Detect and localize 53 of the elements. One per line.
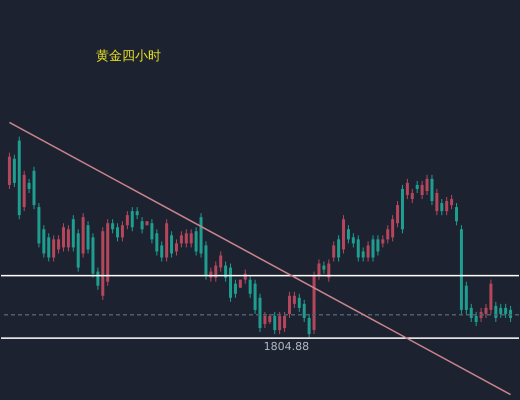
candlestick	[346, 224, 350, 244]
candlestick	[426, 174, 429, 196]
candlestick	[62, 222, 65, 252]
candlestick	[386, 224, 390, 244]
candlestick	[194, 226, 198, 256]
candlestick	[308, 313, 311, 339]
candlestick	[396, 200, 400, 228]
candlestick	[406, 178, 409, 200]
candlestick	[263, 311, 266, 329]
candlestick	[450, 194, 454, 210]
candlestick	[337, 234, 340, 262]
candlestick	[120, 220, 124, 242]
candlestick	[66, 224, 70, 252]
candlestick	[430, 174, 434, 206]
candlestick	[292, 291, 296, 308]
candlestick	[332, 240, 336, 262]
candlestick	[174, 238, 178, 256]
candlestick	[420, 180, 424, 200]
candlestick	[504, 303, 508, 318]
candlestick	[273, 311, 276, 335]
candlestick	[278, 311, 282, 335]
candlestick	[435, 188, 438, 216]
candlestick	[268, 313, 272, 325]
candlestick	[366, 240, 370, 262]
candlestick	[170, 230, 174, 258]
text: 1804.88	[264, 340, 310, 354]
candlestick	[416, 180, 419, 194]
candlestick	[140, 216, 144, 234]
candlestick	[352, 232, 355, 248]
candlestick	[126, 210, 129, 230]
candlestick	[57, 234, 60, 254]
candlestick	[283, 311, 286, 333]
candlestick	[391, 214, 394, 242]
candlestick	[410, 188, 414, 204]
candlestick	[52, 234, 56, 262]
candlestick	[234, 279, 237, 298]
candlestick	[111, 218, 114, 234]
candlestick	[440, 198, 444, 216]
candlestick	[248, 275, 252, 298]
candlestick	[322, 261, 326, 274]
candlestick	[445, 196, 448, 216]
candlestick	[381, 234, 384, 248]
candlestick	[484, 303, 488, 318]
candlestick	[288, 291, 291, 318]
candlestick	[455, 202, 458, 226]
candlestick	[28, 178, 31, 194]
candlestick	[376, 234, 380, 256]
candlestick	[150, 218, 154, 244]
candlestick	[372, 234, 374, 262]
chart-title: 黄金四小时	[96, 49, 161, 64]
candlestick	[317, 259, 320, 280]
candlestick	[116, 222, 120, 242]
candlestick	[180, 230, 183, 248]
